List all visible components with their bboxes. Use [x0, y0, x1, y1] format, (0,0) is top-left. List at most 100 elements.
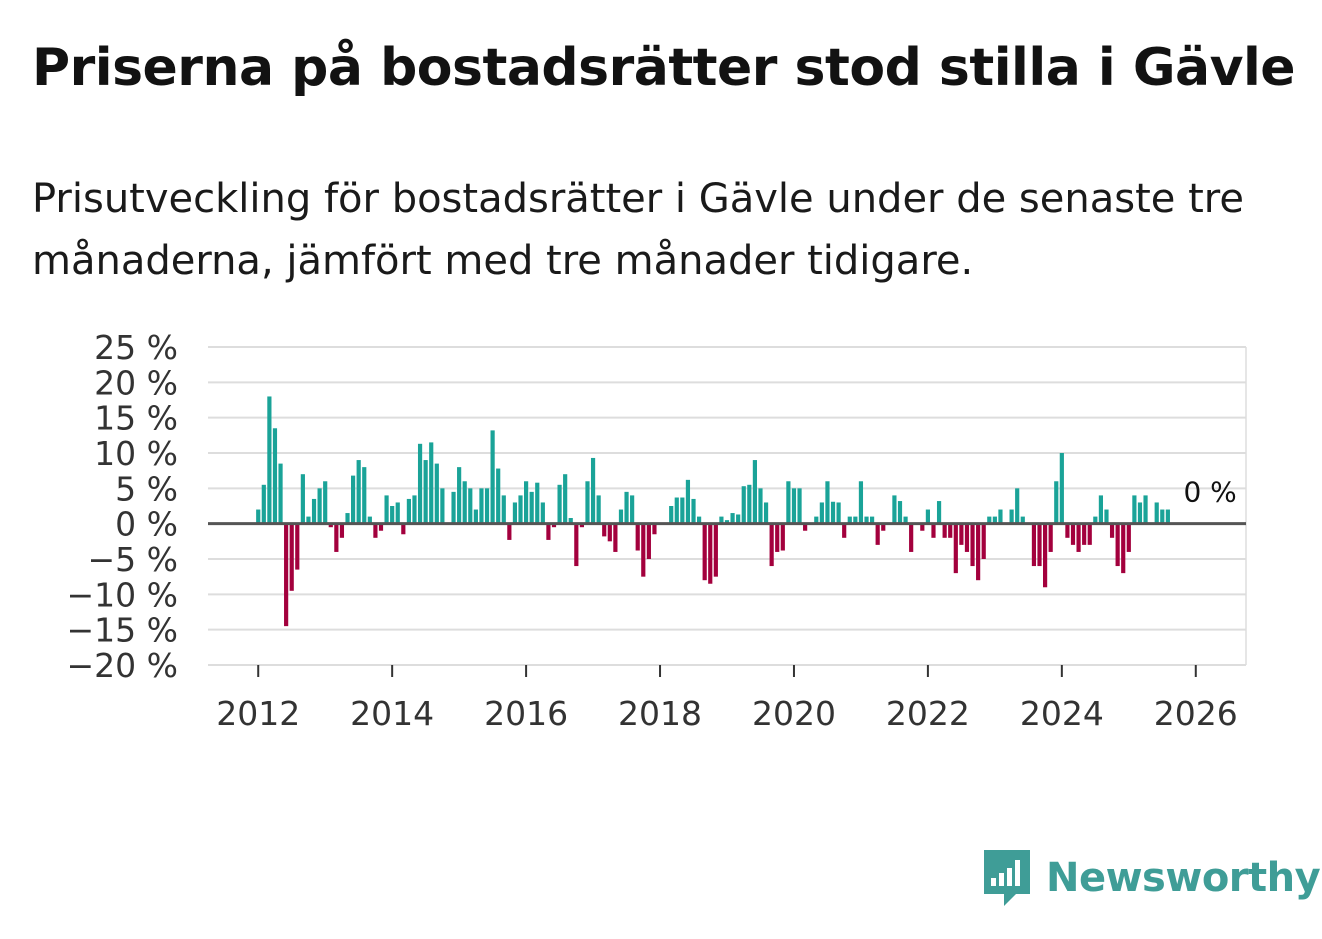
bar: [496, 468, 501, 524]
bar: [1082, 523, 1087, 545]
bar: [724, 520, 730, 524]
x-tick-label: 2016: [484, 694, 568, 733]
brand-name: Newsworthy: [1046, 855, 1321, 901]
bar: [546, 523, 551, 540]
bar: [870, 516, 875, 524]
bar: [786, 481, 791, 524]
bar: [920, 523, 925, 531]
bar: [457, 467, 462, 524]
bar: [568, 518, 573, 524]
bar: [590, 457, 596, 524]
bar: [284, 523, 289, 627]
bar: [931, 523, 936, 538]
bar: [1115, 523, 1120, 567]
bar: [819, 502, 824, 524]
bar: [579, 523, 584, 528]
bar: [501, 495, 506, 524]
x-tick-label: 2018: [618, 694, 702, 733]
bar: [780, 523, 785, 551]
bar: [803, 523, 808, 531]
bar: [574, 523, 579, 567]
bar: [763, 502, 769, 524]
bar: [261, 484, 266, 524]
bar: [909, 523, 914, 552]
bar: [440, 488, 445, 524]
bar: [624, 491, 629, 524]
bar: [976, 523, 981, 581]
bar: [981, 523, 986, 559]
bar: [1087, 523, 1092, 545]
bar: [479, 488, 484, 524]
bar: [1098, 495, 1103, 524]
y-tick-label: 15 %: [94, 399, 178, 438]
newsworthy-logo: Newsworthy: [982, 848, 1321, 908]
y-tick-label: 0 %: [115, 505, 178, 544]
bar: [596, 495, 601, 524]
x-tick-label: 2020: [752, 694, 836, 733]
bar: [674, 497, 679, 524]
chart-subtitle: Prisutveckling för bostadsrätter i Gävle…: [32, 176, 1244, 284]
bar: [775, 523, 780, 552]
bar: [680, 497, 685, 524]
bar: [295, 523, 300, 570]
bar: [992, 516, 997, 524]
bar: [858, 481, 864, 524]
bar: [741, 486, 746, 524]
bar: [1059, 453, 1064, 524]
bar: [362, 467, 367, 524]
bar: [401, 523, 406, 535]
bar: [367, 516, 372, 524]
bar: [563, 474, 568, 524]
bar: [814, 516, 819, 524]
y-tick-label: −20 %: [67, 646, 179, 685]
bar: [1143, 495, 1148, 524]
bar: [948, 523, 953, 538]
bar: [1037, 523, 1042, 567]
bar: [953, 523, 958, 574]
bar: [646, 523, 651, 559]
bar: [311, 498, 317, 524]
bar: [1154, 502, 1159, 524]
x-tick-label: 2012: [216, 694, 300, 733]
bar: [797, 488, 802, 524]
y-tick-label: 5 %: [115, 469, 178, 508]
bar: [758, 488, 763, 524]
bar: [1070, 523, 1076, 545]
bar: [412, 495, 417, 524]
bar: [540, 502, 545, 524]
bar: [406, 498, 411, 524]
bar: [417, 443, 423, 524]
bar: [1020, 516, 1025, 524]
bar: [490, 430, 495, 524]
bar: [462, 481, 467, 524]
bar: [635, 523, 640, 551]
bar: [1065, 523, 1070, 538]
bar: [936, 501, 942, 524]
bar: [1165, 509, 1170, 524]
bar: [345, 513, 350, 524]
bar: [267, 396, 272, 524]
bar: [1009, 509, 1014, 524]
bar: [925, 509, 930, 524]
bar: [607, 523, 612, 542]
bar: [641, 523, 646, 577]
bar: [719, 516, 724, 524]
bar: [847, 516, 852, 524]
bar: [451, 491, 456, 524]
bar: [317, 488, 322, 524]
bar: [747, 484, 752, 524]
bar: [1132, 495, 1137, 524]
bar: [518, 495, 523, 524]
bar: [507, 523, 512, 540]
bar: [691, 498, 696, 524]
bar-chart: 25 %20 %15 %10 %5 %0 %−5 %−10 %−15 %−20 …: [67, 328, 1247, 733]
bar: [1104, 509, 1109, 524]
bar: [942, 523, 947, 538]
bar: [1160, 509, 1165, 524]
bar: [618, 509, 624, 524]
bar: [535, 482, 540, 524]
bar: [557, 484, 562, 524]
bar: [512, 502, 518, 524]
bar: [630, 495, 635, 524]
bar: [685, 479, 691, 524]
